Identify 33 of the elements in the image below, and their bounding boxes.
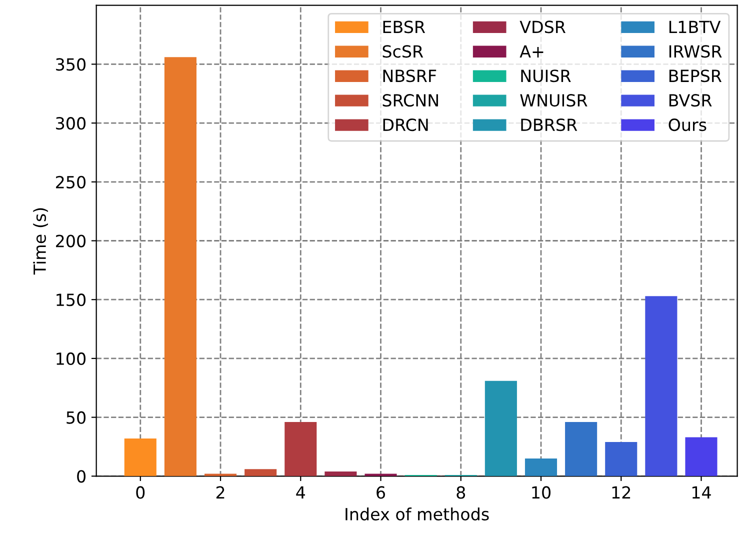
y-tick-label: 100: [56, 352, 86, 366]
legend-label: NUISR: [521, 70, 571, 82]
legend-label: EBSR: [383, 20, 426, 34]
legend-label: IRWSR: [669, 45, 722, 58]
y-axis-title: Time (s): [33, 208, 48, 275]
x-tick-label: 12: [612, 486, 630, 499]
y-tick-label: 200: [56, 234, 86, 248]
x-axis-title: Index of methods: [346, 508, 489, 520]
x-tick-label: 8: [456, 486, 466, 499]
y-tick-label: 50: [66, 411, 86, 424]
legend-label: WNUISR: [520, 94, 588, 107]
legend-label: BVSR: [669, 94, 712, 107]
x-tick-label: 14: [692, 486, 711, 499]
legend-label: VDSR: [520, 20, 566, 34]
y-tick-label: 250: [56, 176, 86, 188]
y-tick-label: 350: [56, 58, 86, 71]
legend-label: ScSR: [382, 45, 424, 58]
x-tick-label: 10: [532, 486, 550, 499]
legend-label: A+: [520, 45, 544, 58]
legend-label: L1BTV: [669, 20, 721, 34]
x-tick-label: 0: [136, 486, 145, 499]
legend-label: NBSRF: [383, 70, 436, 82]
x-tick-label: 4: [296, 486, 306, 499]
legend-label: SRCNN: [382, 94, 438, 107]
x-tick-label: 2: [216, 486, 224, 499]
y-tick-label: 300: [56, 117, 86, 130]
legend-label: DRCN: [383, 118, 428, 132]
legend-label: BEPSR: [669, 70, 722, 82]
x-tick-label: 6: [376, 486, 386, 499]
legend-label: Ours: [668, 118, 706, 132]
legend-label: DBRSR: [521, 118, 578, 132]
y-tick-label: 0: [77, 470, 86, 483]
y-tick-label: 150: [56, 294, 86, 306]
